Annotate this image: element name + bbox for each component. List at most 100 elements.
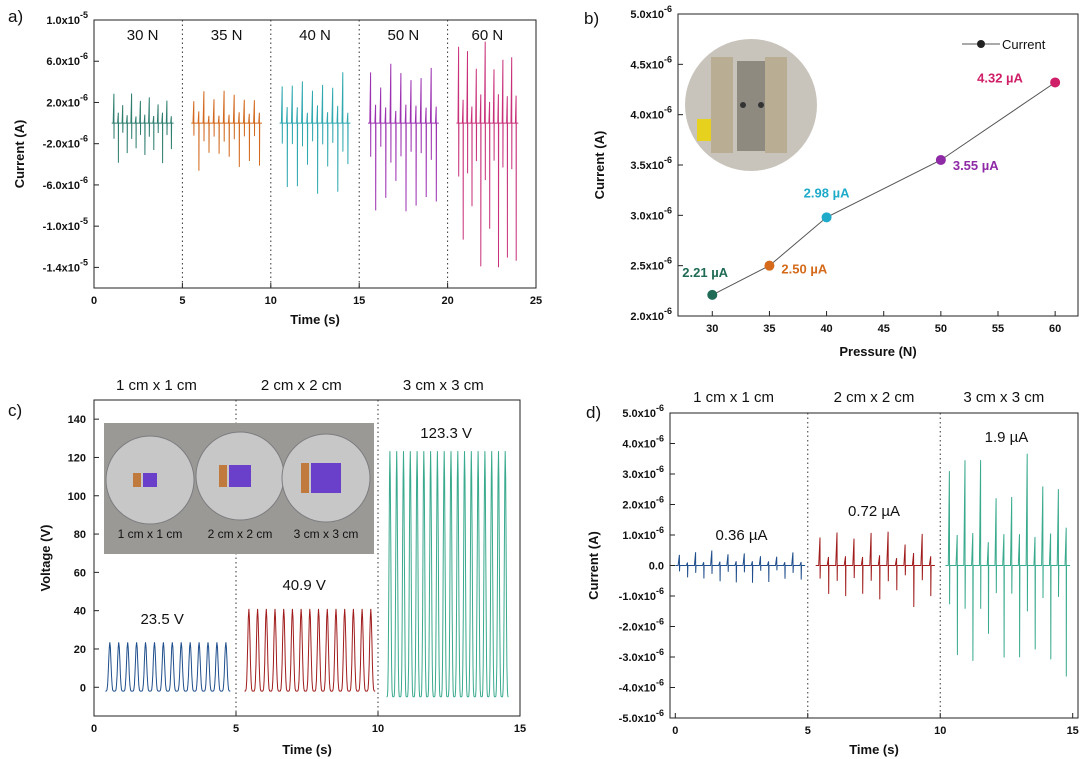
tick-mantissa: 0.0	[649, 561, 664, 573]
y-tick-label: 120	[68, 452, 86, 464]
tick-mantissa: -2.0x10	[43, 139, 80, 151]
section-title: 3 cm x 3 cm	[963, 389, 1044, 406]
point-label: 4.32 µA	[977, 70, 1023, 85]
y-tick-label: -2.0x10-6	[619, 617, 664, 634]
tick-mantissa: 2.0x10	[46, 97, 80, 109]
tick-exponent: -6	[80, 92, 88, 102]
x-tick-label: 5	[233, 723, 239, 735]
photo-yellow-tab	[697, 119, 711, 141]
photo-copper-2	[301, 463, 309, 493]
y-tick-label: 0.0	[649, 561, 664, 573]
tick-exponent: -5	[80, 10, 88, 20]
tick-exponent: -6	[80, 51, 88, 61]
panel-c-frame	[93, 399, 521, 717]
x-tick-label: 15	[514, 723, 526, 735]
y-tick-label: 3.5x10-6	[630, 155, 672, 172]
tick-mantissa: -1.4x10	[43, 262, 80, 274]
y-tick-label: 40	[74, 606, 86, 618]
y-tick-label: 6.0x10-6	[46, 51, 88, 68]
y-tick-label: -1.4x10-5	[43, 257, 88, 274]
tick-mantissa: 5.0x10	[622, 408, 656, 420]
tick-mantissa: -5.0x10	[619, 713, 656, 725]
tick-mantissa: 3.5x10	[630, 160, 664, 172]
point-label: 3.55 µA	[953, 158, 999, 173]
tick-mantissa: -4.0x10	[619, 683, 656, 695]
y-tick-label: 80	[74, 529, 86, 541]
y-tick-label: 2.0x10-6	[622, 495, 664, 512]
force-label: 40 N	[299, 27, 331, 44]
y-tick-label: -4.0x10-6	[619, 678, 664, 695]
tick-exponent: -6	[664, 205, 672, 215]
point-label: 2.50 µA	[781, 262, 827, 277]
tick-mantissa: -6.0x10	[43, 180, 80, 192]
tick-mantissa: 2.5x10	[630, 261, 664, 273]
panel-c: c) 0 5 10 15 140 120 100 80 60 40 20 0 1 cm x 1 cm 2 c…	[8, 377, 526, 757]
legend-marker	[977, 40, 985, 48]
x-tick-label: 40	[820, 323, 832, 335]
y-tick-label: 60	[74, 567, 86, 579]
y-tick-label: -1.0x10-5	[43, 216, 88, 233]
tick-exponent: -6	[656, 617, 664, 627]
tick-exponent: -6	[664, 4, 672, 14]
y-tick-label: 100	[68, 491, 86, 503]
photo-sample-1	[229, 465, 251, 487]
x-tick-label: 60	[1049, 323, 1061, 335]
tick-mantissa: 2.0x10	[630, 311, 664, 323]
photo-block-right	[765, 57, 787, 153]
y-tick-label: 2.0x10-6	[46, 92, 88, 109]
tick-mantissa: -1.0x10	[619, 591, 656, 603]
x-tick-label: 50	[935, 323, 947, 335]
data-point	[707, 289, 718, 300]
tick-mantissa: 6.0x10	[46, 56, 80, 68]
photo-sample-0	[143, 473, 157, 487]
photo-block-left	[711, 57, 733, 153]
peak-annotation: 0.72 µA	[848, 503, 900, 520]
y-axis-title: Current (A)	[592, 131, 607, 200]
y-tick-label: -3.0x10-6	[619, 647, 664, 664]
data-point	[821, 212, 832, 223]
inset-label: 2 cm x 2 cm	[208, 527, 273, 541]
point-label: 2.98 µA	[804, 185, 850, 200]
voltage-trace-0	[105, 642, 231, 692]
tick-mantissa: 1.0x10	[622, 530, 656, 542]
panel-c-label: c)	[8, 401, 22, 420]
data-point	[1050, 77, 1061, 88]
y-tick-label: 4.0x10-6	[630, 105, 672, 122]
tick-exponent: -5	[80, 257, 88, 267]
current-trace-2	[279, 72, 351, 194]
force-label: 60 N	[472, 27, 504, 44]
tick-exponent: -6	[656, 403, 664, 413]
tick-exponent: -5	[80, 216, 88, 226]
tick-exponent: -6	[664, 256, 672, 266]
x-tick-label: 10	[934, 725, 946, 737]
y-tick-label: -6.0x10-6	[43, 175, 88, 192]
panel-a-frame	[93, 19, 537, 289]
tick-mantissa: 5.0x10	[630, 9, 664, 21]
panel-a: a)0 5 10 15 20 251.0x10-56.0x10-62.0x10-6-2.0…	[8, 7, 542, 327]
panel-b: b)30 35 40 45 50 55 605.0x10-64.5x10-64.0x10-6…	[584, 4, 1079, 359]
panel-d-label: d)	[586, 403, 601, 422]
x-tick-label: 30	[706, 323, 718, 335]
current-trace-0	[111, 93, 174, 164]
y-tick-label: 3.0x10-6	[630, 205, 672, 222]
inset-label: 1 cm x 1 cm	[118, 527, 183, 541]
current-trace-4	[456, 41, 519, 268]
current-trace-1	[815, 531, 935, 608]
tick-mantissa: 4.0x10	[622, 439, 656, 451]
tick-exponent: -6	[664, 306, 672, 316]
x-tick-label: 20	[441, 295, 453, 307]
tick-exponent: -6	[80, 134, 88, 144]
tick-mantissa: 4.0x10	[630, 110, 664, 122]
legend-label: Current	[1002, 37, 1046, 52]
x-tick-label: 55	[992, 323, 1004, 335]
y-tick-label: 0	[80, 682, 86, 694]
tick-mantissa: -1.0x10	[43, 221, 80, 233]
photo-screw	[758, 102, 764, 108]
x-tick-label: 0	[672, 725, 678, 737]
y-tick-label: 4.5x10-6	[630, 54, 672, 71]
section-title: 3 cm x 3 cm	[403, 377, 484, 394]
force-label: 50 N	[388, 27, 420, 44]
tick-exponent: -6	[656, 647, 664, 657]
peak-annotation: 1.9 µA	[985, 429, 1029, 446]
